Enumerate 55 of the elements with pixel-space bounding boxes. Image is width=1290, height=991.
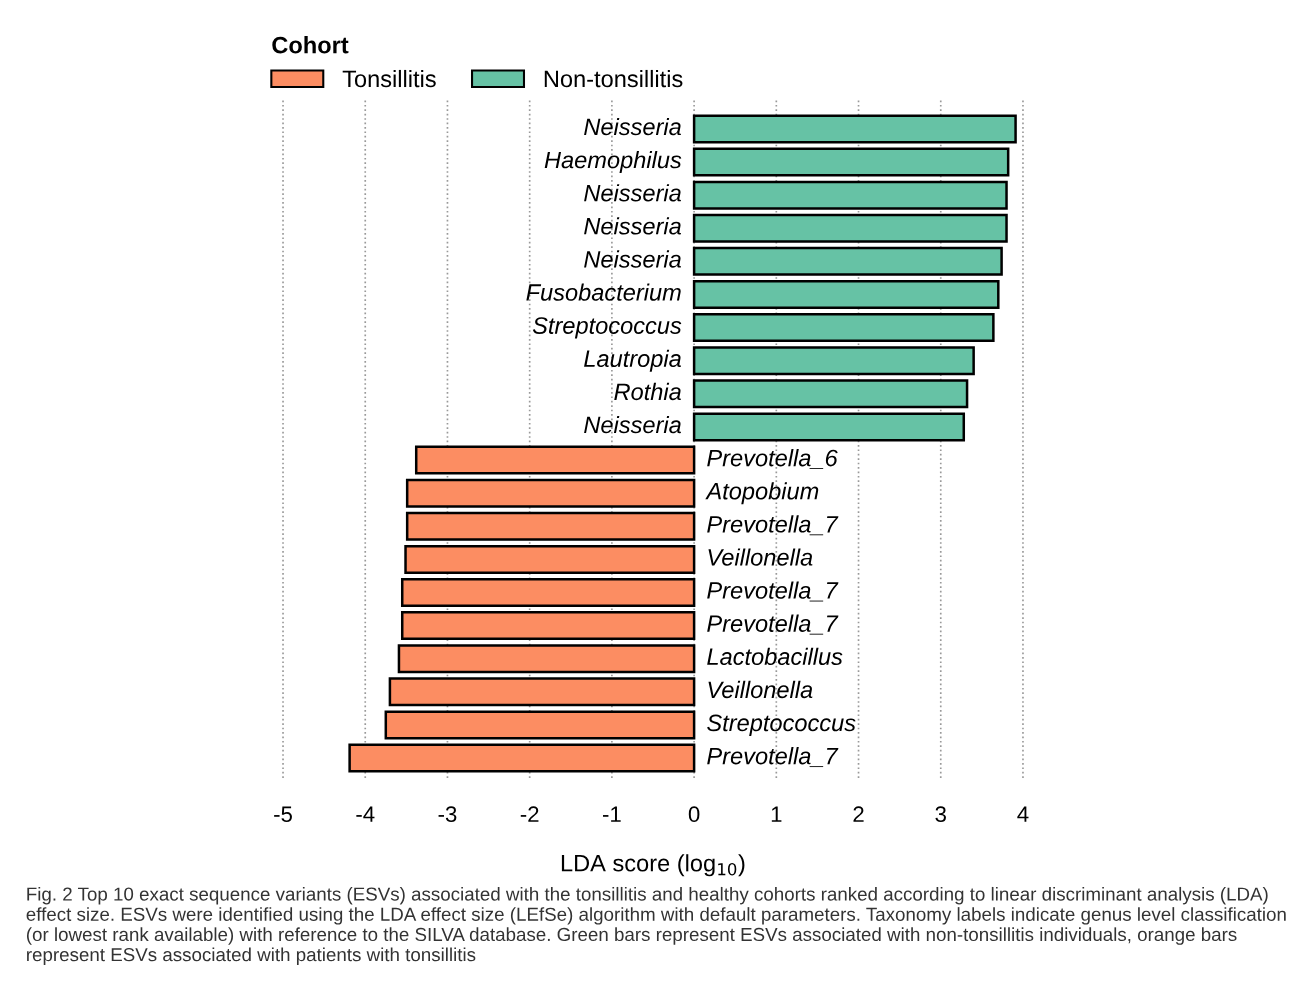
bar [400, 578, 696, 607]
bar [692, 180, 1008, 210]
bar [692, 379, 969, 409]
x-tick-label: 3 [935, 806, 946, 823]
bar [692, 313, 995, 343]
y-tick-label: Streptococcus [707, 714, 856, 736]
bar [400, 611, 696, 641]
bar [692, 246, 1003, 276]
legend-title: Cohort [272, 36, 349, 54]
x-tick-label: -5 [274, 806, 292, 823]
y-tick-label: Prevotella_7 [707, 581, 839, 602]
y-tick-label: Lactobacillus [707, 647, 843, 666]
y-tick-label: Neisseria [584, 117, 681, 136]
bar [388, 677, 696, 707]
y-tick-label: Lautropia [584, 349, 681, 372]
x-tick-label: 0 [688, 806, 700, 823]
y-tick-label: Neisseria [584, 184, 681, 202]
bar [384, 710, 696, 740]
bar [692, 114, 1017, 144]
bar [692, 213, 1008, 243]
y-tick-label: Neisseria [584, 217, 681, 235]
legend-label: Tonsillitis [342, 69, 436, 88]
y-tick-label: Prevotella_7 [707, 747, 839, 768]
x-axis-title: LDA score (log$_{10}$) [561, 854, 745, 877]
y-tick-label: Neisseria [584, 415, 681, 434]
y-tick-label: Fusobacterium [526, 283, 681, 301]
y-tick-label: Atopobium [705, 482, 819, 505]
bar [397, 644, 696, 674]
x-tick-label: -4 [356, 806, 375, 822]
y-tick-label: Neisseria [584, 250, 681, 268]
x-tick-label: 1 [771, 806, 782, 822]
y-tick-label: Haemophilus [544, 151, 682, 174]
bar [405, 511, 696, 541]
bar [348, 743, 696, 773]
bar [692, 412, 966, 442]
y-tick-label: Streptococcus [532, 317, 682, 339]
y-tick-label: Prevotella_7 [707, 515, 839, 536]
caption: Fig. 2 Top 10 exact sequence variants (ESVs) associated with the tonsillitis and healthy cohorts ranked according to linear discriminant analysis (LDA) effect size. ESVs were identified using the LDA effect size (LEfSe) algorithm with default parameters. Taxonomy labels indicate genus level classification (or lowest rank available) with reference to the SILVA database. Green bars represent ESVs associated with non-tonsillitis individuals, orange bars represent ESVs associated with patients with tonsillitis [26, 886, 1286, 966]
y-tick-label: Prevotella_7 [707, 614, 839, 635]
bar [404, 544, 696, 574]
y-tick-label: Rothia [614, 382, 681, 401]
bar [692, 279, 1000, 309]
bar [414, 445, 696, 475]
legend-label: Non-tonsillitis [544, 69, 683, 88]
y-tick-label: Veillonella [708, 548, 813, 566]
bar [692, 346, 975, 376]
x-tick-label: -3 [438, 806, 457, 823]
y-tick-label: Prevotella_6 [707, 449, 838, 470]
x-tick-label: 4 [1017, 806, 1029, 822]
bar [405, 478, 696, 508]
x-tick-label: -2 [520, 806, 539, 822]
x-tick-label: 2 [853, 806, 864, 822]
y-tick-label: Veillonella [708, 680, 813, 699]
bar [692, 147, 1010, 177]
x-tick-label: -1 [603, 806, 621, 822]
